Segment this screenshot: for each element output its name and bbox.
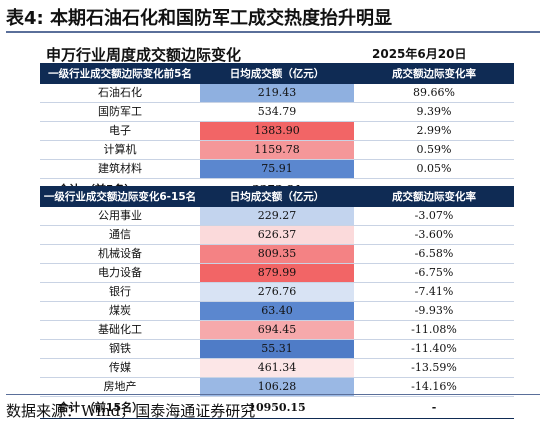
table-row: 房地产 106.28 -14.16% (40, 377, 514, 397)
rank6-15-table: 一级行业成交额边际变化6-15名 日均成交额（亿元） 成交额边际变化率 公用事业… (40, 186, 514, 419)
avg-turnover-cell: 229.27 (200, 207, 354, 226)
table-subtitle: 申万行业周度成交额边际变化 (46, 46, 242, 64)
industry-name-cell: 钢铁 (40, 339, 200, 359)
table-date: 2025年6月20日 (372, 47, 467, 61)
total-row: 合计 （前15名） 10950.15- (40, 396, 514, 419)
change-rate-cell: -3.60% (354, 225, 514, 245)
source-rule (6, 394, 540, 395)
change-rate-cell: -3.07% (354, 207, 514, 226)
change-rate-cell: 9.39% (354, 102, 514, 122)
industry-name-cell: 建筑材料 (40, 159, 200, 179)
industry-name-cell: 通信 (40, 225, 200, 245)
header-change-rate: 成交额边际变化率 (354, 63, 514, 84)
table-row: 传媒 461.34 -13.59% (40, 358, 514, 378)
industry-name-cell: 基础化工 (40, 320, 200, 340)
table-row: 电力设备 879.99 -6.75% (40, 263, 514, 283)
figure-title: 表4: 本期石油石化和国防军工成交热度抬升明显 (6, 8, 392, 29)
avg-turnover-cell: 626.37 (200, 225, 354, 245)
table-row: 银行 276.76 -7.41% (40, 282, 514, 302)
table-row: 电子 1383.90 2.99% (40, 121, 514, 141)
industry-name-cell: 电力设备 (40, 263, 200, 283)
change-rate-cell: -9.93% (354, 301, 514, 321)
header-industry: 一级行业成交额边际变化前5名 (40, 63, 200, 84)
change-rate-cell: -6.58% (354, 244, 514, 264)
avg-turnover-cell: 219.43 (200, 84, 354, 103)
change-rate-cell: -7.41% (354, 282, 514, 302)
avg-turnover-cell: 63.40 (200, 301, 354, 321)
avg-turnover-cell: 809.35 (200, 244, 354, 264)
avg-turnover-cell: 461.34 (200, 358, 354, 378)
change-rate-cell: -13.59% (354, 358, 514, 378)
industry-name-cell: 国防军工 (40, 102, 200, 122)
table-header: 一级行业成交额边际变化6-15名 日均成交额（亿元） 成交额边际变化率 (40, 186, 514, 207)
table-header: 一级行业成交额边际变化前5名 日均成交额（亿元） 成交额边际变化率 (40, 63, 514, 84)
total-label: 合计 （前15名） (40, 396, 200, 419)
avg-turnover-cell: 75.91 (200, 159, 354, 179)
change-rate-cell: -11.40% (354, 339, 514, 359)
table-row: 煤炭 63.40 -9.93% (40, 301, 514, 321)
industry-name-cell: 公用事业 (40, 207, 200, 226)
total-rate: - (354, 396, 514, 419)
avg-turnover-cell: 879.99 (200, 263, 354, 283)
avg-turnover-cell: 1159.78 (200, 140, 354, 160)
header-avg-turnover: 日均成交额（亿元） (200, 63, 354, 84)
avg-turnover-cell: 106.28 (200, 377, 354, 397)
table-row: 机械设备 809.35 -6.58% (40, 244, 514, 264)
header-change-rate: 成交额边际变化率 (354, 186, 514, 207)
table-row: 基础化工 694.45 -11.08% (40, 320, 514, 340)
table-row: 石油石化 219.43 89.66% (40, 84, 514, 103)
change-rate-cell: -11.08% (354, 320, 514, 340)
change-rate-cell: 89.66% (354, 84, 514, 103)
avg-turnover-cell: 1383.90 (200, 121, 354, 141)
change-rate-cell: 2.99% (354, 121, 514, 141)
table-row: 公用事业 229.27 -3.07% (40, 207, 514, 226)
header-avg-turnover: 日均成交额（亿元） (200, 186, 354, 207)
header-industry: 一级行业成交额边际变化6-15名 (40, 186, 200, 207)
avg-turnover-cell: 55.31 (200, 339, 354, 359)
source-note: 数据来源：Wind，国泰海通证券研究 (6, 402, 256, 420)
table-row: 国防军工 534.79 9.39% (40, 102, 514, 122)
industry-name-cell: 传媒 (40, 358, 200, 378)
industry-name-cell: 煤炭 (40, 301, 200, 321)
avg-turnover-cell: 276.76 (200, 282, 354, 302)
industry-name-cell: 机械设备 (40, 244, 200, 264)
change-rate-cell: -6.75% (354, 263, 514, 283)
industry-name-cell: 计算机 (40, 140, 200, 160)
industry-name-cell: 电子 (40, 121, 200, 141)
table-row: 钢铁 55.31 -11.40% (40, 339, 514, 359)
avg-turnover-cell: 534.79 (200, 102, 354, 122)
table-row: 通信 626.37 -3.60% (40, 225, 514, 245)
industry-name-cell: 房地产 (40, 377, 200, 397)
avg-turnover-cell: 694.45 (200, 320, 354, 340)
industry-name-cell: 银行 (40, 282, 200, 302)
total-value: 10950.15 (200, 396, 354, 419)
table-row: 建筑材料 75.91 0.05% (40, 159, 514, 179)
title-rule (6, 31, 540, 33)
top5-table: 一级行业成交额边际变化前5名 日均成交额（亿元） 成交额边际变化率 石油石化 21… (40, 63, 514, 201)
change-rate-cell: 0.05% (354, 159, 514, 179)
industry-name-cell: 石油石化 (40, 84, 200, 103)
table-row: 计算机 1159.78 0.59% (40, 140, 514, 160)
change-rate-cell: 0.59% (354, 140, 514, 160)
